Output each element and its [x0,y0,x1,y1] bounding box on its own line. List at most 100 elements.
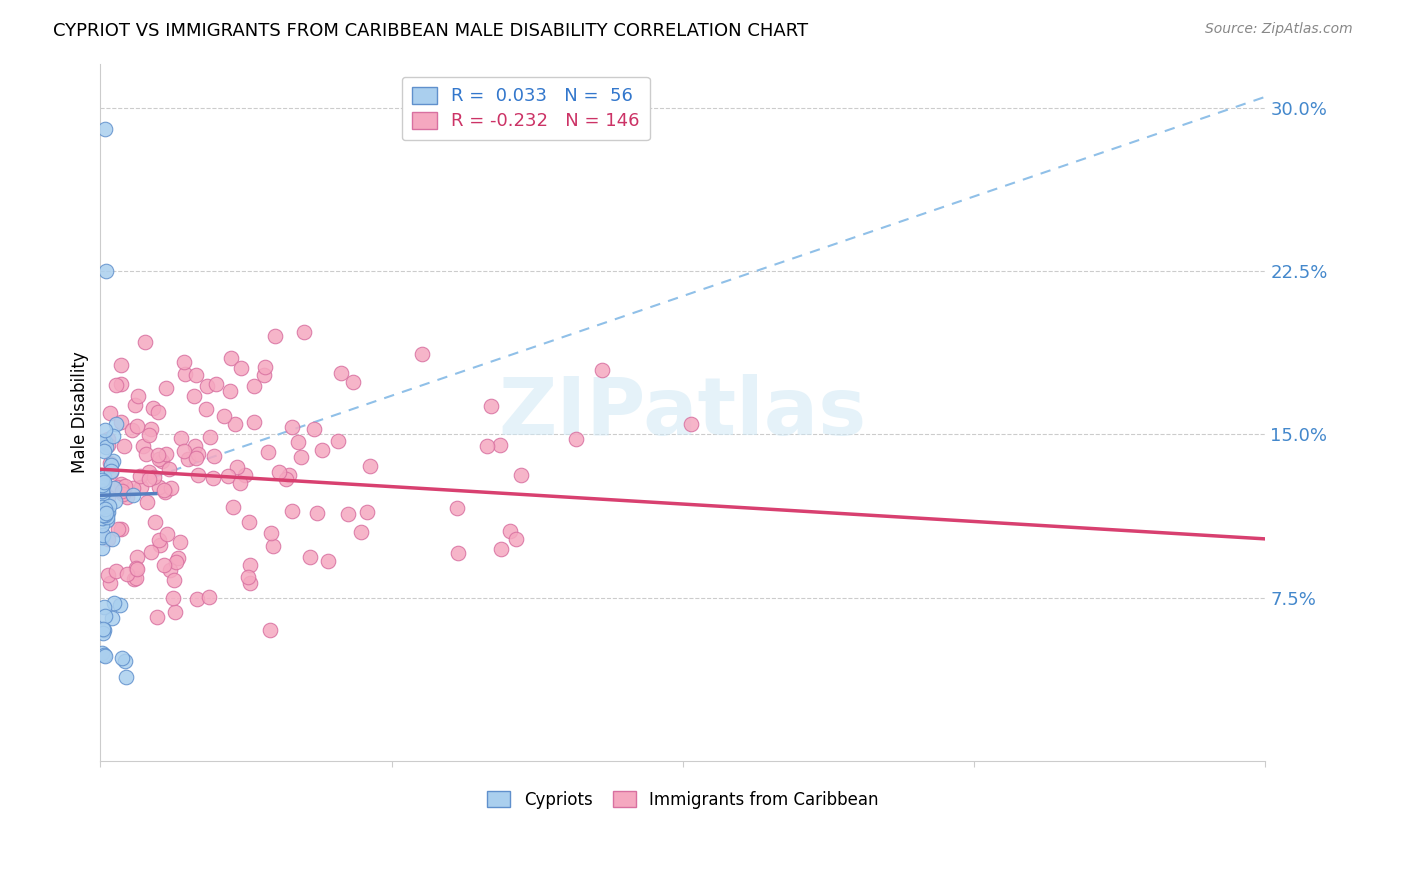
Point [205,376,228,391]
Point [350,524,373,539]
Point [90,476,112,491]
Point [253,360,276,375]
Point [186,591,208,606]
Point [148,533,170,548]
Point [104,564,127,578]
Point [107,480,129,494]
Point [187,447,209,461]
Point [93,478,115,492]
Point [342,376,364,390]
Point [98,576,121,591]
Point [110,358,132,372]
Point [96,509,118,524]
Point [91,500,114,514]
Point [238,570,260,584]
Point [125,418,148,433]
Point [94,435,117,450]
Point [195,379,218,393]
Point [125,571,148,585]
Point [159,481,181,495]
Point [328,434,350,448]
Point [91,434,114,448]
Point [110,476,132,491]
Point [311,443,333,458]
Point [100,458,122,472]
Point [156,527,179,541]
Point [107,523,129,537]
Point [128,468,150,483]
Point [115,566,138,581]
Point [359,459,381,474]
Point [153,483,176,498]
Point [280,420,302,434]
Point [262,539,284,553]
Point [122,572,145,586]
Point [150,454,173,468]
Point [233,467,256,482]
Point [94,423,117,437]
Point [411,347,433,361]
Point [90,541,112,555]
Point [115,670,138,684]
Point [479,399,502,413]
Point [173,444,195,458]
Point [143,516,166,530]
Point [103,481,125,495]
Point [356,505,378,519]
Point [174,367,197,381]
Point [141,545,163,559]
Point [111,483,134,498]
Point [90,477,112,491]
Point [491,541,513,556]
Point [90,484,112,499]
Point [124,398,146,412]
Point [269,465,291,479]
Point [505,533,527,547]
Legend: Cypriots, Immigrants from Caribbean: Cypriots, Immigrants from Caribbean [481,784,886,815]
Point [292,325,315,339]
Point [239,558,262,572]
Point [90,473,112,487]
Point [307,506,329,520]
Point [97,567,120,582]
Point [183,389,205,403]
Point [148,452,170,467]
Point [135,447,157,461]
Point [127,389,149,403]
Point [446,500,468,515]
Point [91,622,114,636]
Point [316,554,339,568]
Point [202,450,225,464]
Point [93,648,115,662]
Point [259,624,281,638]
Point [184,368,207,383]
Point [129,480,152,494]
Point [103,596,125,610]
Point [93,475,115,489]
Point [96,264,118,278]
Point [101,533,124,547]
Point [125,549,148,564]
Point [329,366,352,380]
Point [96,504,118,518]
Point [90,646,112,660]
Point [681,417,703,431]
Point [108,598,131,612]
Point [155,447,177,461]
Point [91,528,114,542]
Point [138,465,160,479]
Point [100,464,122,478]
Point [148,404,170,418]
Point [187,467,209,482]
Point [239,576,262,591]
Point [112,439,135,453]
Point [202,471,225,485]
Point [94,649,117,664]
Point [194,401,217,416]
Point [93,488,115,502]
Point [110,377,132,392]
Point [98,406,121,420]
Point [122,488,145,502]
Point [142,401,165,415]
Point [97,490,120,504]
